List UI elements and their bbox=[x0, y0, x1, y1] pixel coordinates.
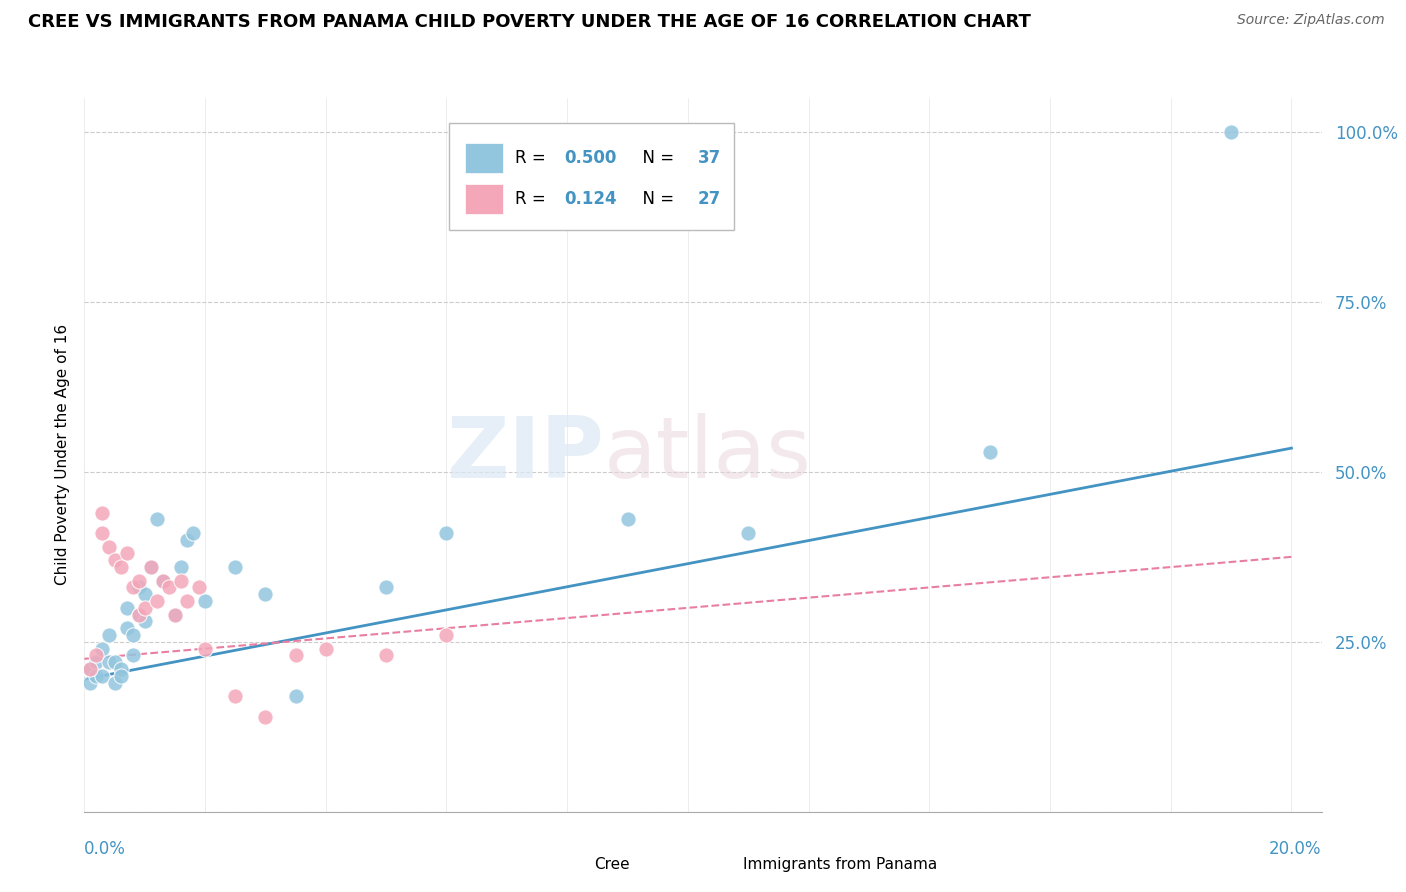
Point bbox=[194, 594, 217, 608]
Point bbox=[79, 662, 101, 676]
FancyBboxPatch shape bbox=[554, 856, 585, 874]
Text: 0.0%: 0.0% bbox=[84, 840, 127, 858]
Point bbox=[110, 560, 132, 574]
Point bbox=[79, 675, 101, 690]
Point bbox=[128, 581, 150, 595]
Point bbox=[103, 655, 125, 669]
Text: CREE VS IMMIGRANTS FROM PANAMA CHILD POVERTY UNDER THE AGE OF 16 CORRELATION CHA: CREE VS IMMIGRANTS FROM PANAMA CHILD POV… bbox=[28, 13, 1031, 31]
Point bbox=[737, 526, 759, 541]
Point bbox=[163, 607, 186, 622]
Point bbox=[284, 689, 307, 703]
Point bbox=[79, 662, 101, 676]
Text: 27: 27 bbox=[697, 190, 721, 208]
Point bbox=[176, 594, 198, 608]
Point bbox=[97, 628, 120, 642]
Point bbox=[134, 615, 156, 629]
Point bbox=[128, 607, 150, 622]
Point bbox=[134, 587, 156, 601]
Point bbox=[115, 600, 138, 615]
Point bbox=[436, 628, 458, 642]
Text: N =: N = bbox=[633, 149, 681, 167]
Point bbox=[86, 648, 108, 663]
Point bbox=[91, 526, 114, 541]
Point bbox=[616, 512, 638, 526]
Point bbox=[128, 574, 150, 588]
Text: 0.124: 0.124 bbox=[564, 190, 617, 208]
Point bbox=[139, 560, 162, 574]
Point bbox=[152, 574, 174, 588]
Point bbox=[224, 689, 246, 703]
Text: N =: N = bbox=[633, 190, 681, 208]
Point bbox=[110, 669, 132, 683]
Point bbox=[254, 587, 277, 601]
Text: Source: ZipAtlas.com: Source: ZipAtlas.com bbox=[1237, 13, 1385, 28]
Point bbox=[115, 621, 138, 635]
Point bbox=[115, 546, 138, 560]
Point bbox=[1220, 125, 1243, 139]
Point bbox=[91, 669, 114, 683]
Point bbox=[121, 628, 143, 642]
Text: 37: 37 bbox=[697, 149, 721, 167]
Point bbox=[254, 709, 277, 723]
Point bbox=[188, 581, 211, 595]
Y-axis label: Child Poverty Under the Age of 16: Child Poverty Under the Age of 16 bbox=[55, 325, 70, 585]
Point bbox=[284, 648, 307, 663]
Point bbox=[86, 655, 108, 669]
Point bbox=[134, 600, 156, 615]
Point bbox=[110, 662, 132, 676]
Point bbox=[436, 526, 458, 541]
Point bbox=[194, 641, 217, 656]
FancyBboxPatch shape bbox=[465, 184, 502, 214]
Point bbox=[170, 560, 193, 574]
Text: R =: R = bbox=[515, 149, 551, 167]
Text: 20.0%: 20.0% bbox=[1270, 840, 1322, 858]
Point bbox=[176, 533, 198, 547]
Point bbox=[224, 560, 246, 574]
Point bbox=[86, 669, 108, 683]
Point bbox=[181, 526, 204, 541]
Text: 0.500: 0.500 bbox=[564, 149, 617, 167]
Point bbox=[121, 648, 143, 663]
Text: ZIP: ZIP bbox=[446, 413, 605, 497]
Point bbox=[170, 574, 193, 588]
Text: R =: R = bbox=[515, 190, 551, 208]
Point bbox=[91, 506, 114, 520]
Point bbox=[103, 553, 125, 567]
FancyBboxPatch shape bbox=[450, 123, 734, 230]
Point bbox=[121, 581, 143, 595]
Point bbox=[979, 444, 1001, 458]
Text: Cree: Cree bbox=[595, 857, 630, 872]
Point bbox=[91, 641, 114, 656]
Point bbox=[146, 594, 169, 608]
Point bbox=[315, 641, 337, 656]
Point bbox=[139, 560, 162, 574]
FancyBboxPatch shape bbox=[703, 856, 734, 874]
Point bbox=[128, 607, 150, 622]
Point bbox=[97, 540, 120, 554]
Point bbox=[103, 675, 125, 690]
Point bbox=[375, 648, 398, 663]
Point bbox=[97, 655, 120, 669]
Text: atlas: atlas bbox=[605, 413, 813, 497]
FancyBboxPatch shape bbox=[465, 143, 502, 173]
Point bbox=[146, 512, 169, 526]
Point bbox=[157, 581, 180, 595]
Text: Immigrants from Panama: Immigrants from Panama bbox=[742, 857, 936, 872]
Point bbox=[152, 574, 174, 588]
Point bbox=[375, 581, 398, 595]
Point bbox=[163, 607, 186, 622]
